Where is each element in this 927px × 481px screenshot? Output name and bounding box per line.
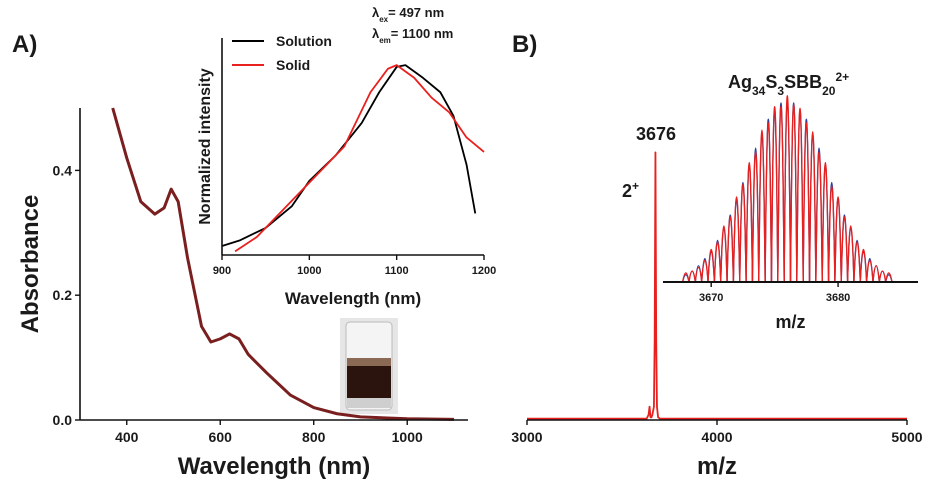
text-part: 3: [777, 84, 784, 98]
isotope-peak: [834, 196, 842, 283]
isotope-peak: [878, 270, 887, 283]
isotope-peak: [802, 122, 811, 283]
isotope-peak: [688, 270, 696, 283]
isotope-peak: [796, 107, 804, 283]
x-tick-label: 3000: [511, 429, 542, 445]
text-part: 20: [822, 84, 836, 98]
isotope-peak: [872, 265, 880, 283]
x-tick-label: 400: [115, 429, 139, 445]
isotope-peak: [885, 272, 893, 283]
isotope-peak: [859, 248, 868, 283]
x-axis-label: Wavelength (nm): [285, 289, 421, 308]
text-part: Ag: [728, 72, 752, 92]
text-part: em: [379, 36, 391, 45]
x-tick-label: 1000: [297, 265, 321, 277]
isotope-peak: [840, 216, 849, 283]
isotope-peak: [707, 248, 716, 283]
text-part: ex: [379, 15, 388, 24]
x-tick-label: 1100: [385, 265, 409, 277]
isotope-peak: [789, 104, 798, 283]
isotope-peak: [732, 196, 741, 283]
x-tick-label: 1200: [472, 265, 496, 277]
x-tick-label: 600: [209, 429, 233, 445]
isotope-peak: [758, 129, 766, 283]
isotope-peak: [808, 131, 817, 283]
isotope-peak: [751, 151, 760, 283]
text-part: = 497 nm: [388, 5, 444, 20]
vial-photo: [340, 318, 398, 414]
isotope-peak: [739, 183, 747, 283]
x-tick-label: 3670: [699, 292, 723, 304]
x-tick-label: 800: [302, 429, 326, 445]
text-part: λ: [372, 26, 380, 41]
x-tick-label: 4000: [701, 429, 732, 445]
y-tick-label: 0.4: [53, 162, 73, 178]
x-axis-label: m/z: [775, 312, 805, 332]
text-part: = 1100 nm: [391, 26, 454, 41]
x-tick-label: 3680: [826, 292, 850, 304]
isotope-peak: [815, 151, 823, 283]
isotope-peak: [777, 105, 785, 283]
y-axis-label: Normalized intensity: [197, 68, 214, 225]
x-axis-label: m/z: [697, 453, 737, 480]
charge-label: 2+: [622, 179, 639, 201]
isotope-peak: [694, 266, 703, 283]
legend-label: Solution: [276, 33, 332, 49]
isotope-peak: [846, 225, 855, 283]
data-line: [221, 64, 477, 247]
panel-label: B): [512, 31, 537, 58]
isotope-peak: [865, 259, 874, 283]
isotope-peak: [827, 185, 836, 283]
text-part: λ: [372, 5, 380, 20]
data-line: [527, 151, 907, 420]
y-tick-label: 0.0: [53, 412, 73, 428]
text-part: SBB: [784, 72, 822, 92]
x-tick-label: 900: [213, 265, 231, 277]
y-axis-label: Absorbance: [17, 195, 44, 334]
text-part: 2+: [835, 70, 849, 84]
inset-title: Ag34S3SBB202+: [728, 70, 849, 98]
isotope-peak: [713, 241, 722, 283]
isotope-peak: [682, 272, 690, 283]
y-tick-label: 0.2: [53, 287, 73, 303]
isotope-peak: [701, 259, 709, 283]
legend-label: Solid: [276, 57, 310, 73]
annotation: λex= 497 nm: [372, 5, 444, 24]
isotope-peak: [726, 216, 735, 283]
isotope-peak: [770, 105, 779, 283]
text-part: +: [632, 179, 639, 193]
text-part: S: [765, 72, 777, 92]
x-axis-label: Wavelength (nm): [178, 453, 370, 480]
data-line: [111, 107, 455, 421]
x-tick-label: 5000: [891, 429, 922, 445]
text-part: 34: [752, 84, 766, 98]
text-part: 2: [622, 181, 632, 201]
x-tick-label: 1000: [392, 429, 423, 445]
isotope-peak: [764, 122, 773, 283]
isotope-peak: [745, 161, 754, 283]
panel-label: A): [12, 31, 37, 58]
isotope-peak: [853, 241, 861, 283]
isotope-peak: [821, 161, 830, 283]
peak-label: 3676: [636, 124, 676, 144]
annotation: λem= 1100 nm: [372, 26, 453, 45]
data-line: [234, 64, 485, 253]
isotope-peak: [783, 95, 792, 283]
isotope-peak: [720, 225, 728, 283]
